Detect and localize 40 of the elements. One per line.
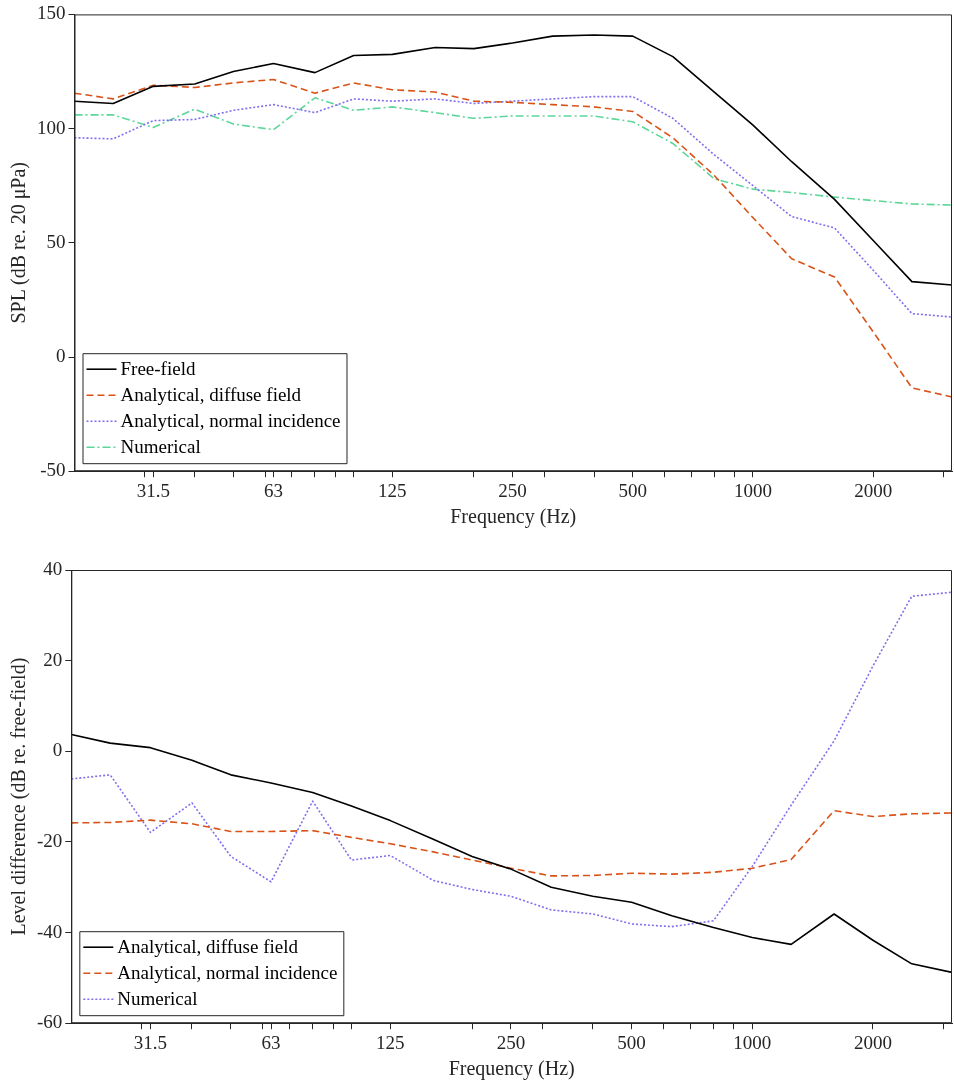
legend-label: Analytical, diffuse field	[117, 936, 299, 958]
y-axis-title: SPL (dB re. 20 μPa)	[7, 161, 31, 324]
legend-label: Analytical, diffuse field	[120, 384, 302, 406]
x-tick-label: 1000	[734, 479, 772, 501]
x-tick-label: 2000	[853, 1031, 892, 1053]
x-tick-label: 125	[376, 1031, 405, 1053]
y-tick-label: -50	[40, 459, 66, 481]
line-series	[71, 591, 952, 928]
legend-label: Free-field	[120, 358, 196, 380]
y-tick-label: -40	[37, 920, 63, 942]
legend-label: Numerical	[120, 436, 201, 458]
x-tick-label: 31.5	[136, 479, 170, 501]
y-tick-label: 150	[37, 2, 66, 24]
x-tick-label: 2000	[854, 479, 893, 501]
x-tick-label: 500	[617, 1031, 646, 1053]
legend-label: Numerical	[117, 988, 198, 1010]
y-tick-label: 50	[46, 230, 66, 252]
x-tick-label: 250	[496, 1031, 526, 1053]
x-axis-title: Frequency (Hz)	[450, 505, 577, 529]
x-tick-label: 1000	[733, 1031, 772, 1053]
y-axis-title: Level difference (dB re. free-field)	[7, 657, 31, 936]
legend-label: Analytical, normal incidence	[117, 962, 338, 984]
y-tick-label: 0	[56, 344, 66, 366]
y-tick-label: -60	[37, 1011, 63, 1033]
x-tick-label: 63	[261, 1031, 281, 1053]
y-tick-label: 100	[37, 116, 66, 138]
y-tick-label: -20	[37, 829, 63, 851]
x-tick-label: 125	[378, 479, 407, 501]
y-tick-label: 40	[43, 557, 63, 579]
line-series	[71, 809, 952, 877]
x-tick-label: 250	[498, 479, 527, 501]
x-tick-label: 31.5	[133, 1031, 168, 1053]
x-tick-label: 500	[618, 479, 648, 501]
line-series	[74, 95, 952, 318]
x-tick-label: 63	[264, 479, 283, 501]
legend-label: Analytical, normal incidence	[120, 410, 341, 432]
x-axis-title: Frequency (Hz)	[448, 1057, 575, 1081]
y-tick-label: 20	[43, 648, 63, 670]
y-tick-label: 0	[52, 739, 63, 761]
line-series	[74, 96, 952, 206]
